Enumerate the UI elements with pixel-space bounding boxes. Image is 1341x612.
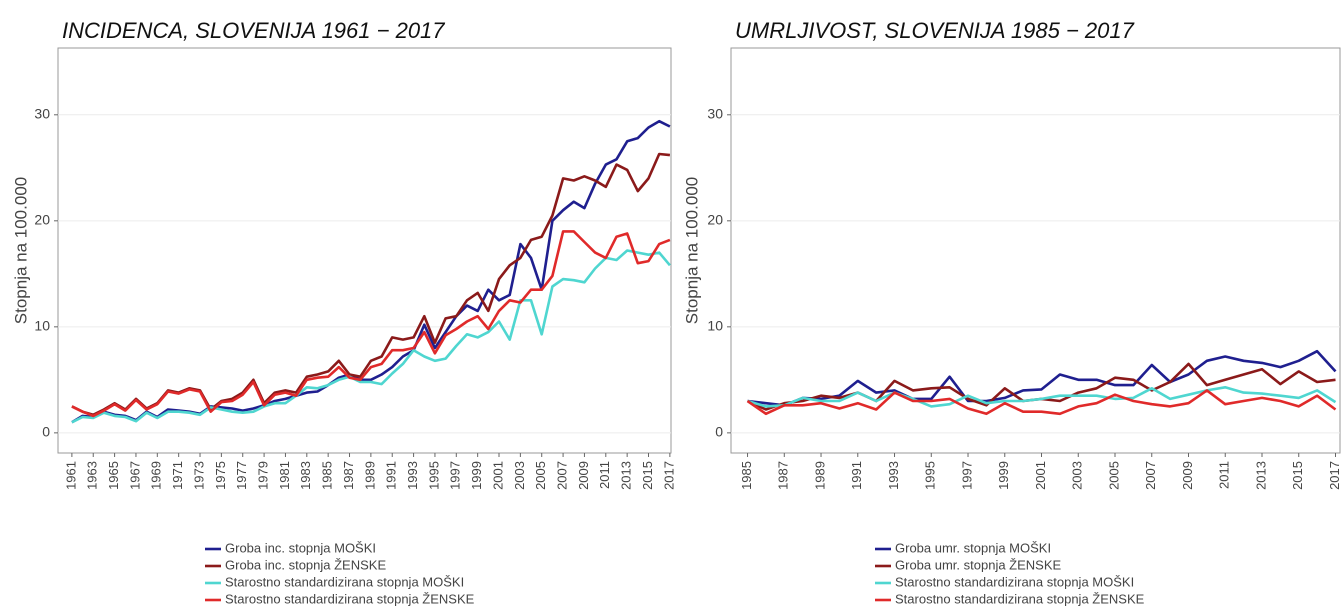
x-tick-label: 1971 xyxy=(170,461,185,490)
x-tick-label: 1973 xyxy=(191,461,206,490)
x-tick-label: 2005 xyxy=(533,461,548,490)
chart-title: INCIDENCA, SLOVENIJA 1961 − 2017 xyxy=(62,18,445,43)
x-tick-label: 1963 xyxy=(85,461,100,490)
x-tick-label: 1989 xyxy=(812,461,827,490)
x-tick-label: 2001 xyxy=(490,461,505,490)
y-axis-label: Stopnja na 100.000 xyxy=(11,177,30,324)
plot-area xyxy=(730,47,1341,454)
x-tick-label: 1975 xyxy=(213,461,228,490)
x-tick-label: 2003 xyxy=(1070,461,1085,490)
x-tick-label: 2009 xyxy=(1180,461,1195,490)
x-tick-label: 1977 xyxy=(234,461,249,490)
x-tick-label: 1993 xyxy=(886,461,901,490)
x-tick-label: 2017 xyxy=(661,461,676,490)
x-tick-label: 2011 xyxy=(1217,461,1232,489)
x-tick-label: 1979 xyxy=(256,461,271,490)
x-tick-label: 2007 xyxy=(1143,461,1158,490)
x-tick-label: 1985 xyxy=(320,461,335,490)
data-line xyxy=(71,230,671,418)
data-line xyxy=(71,119,671,424)
x-tick-label: 1991 xyxy=(384,461,399,490)
x-tick-label: 2001 xyxy=(1033,461,1048,490)
legend-label: Groba umr. stopnja MOŠKI xyxy=(895,540,1051,555)
x-tick-label: 1999 xyxy=(996,461,1011,490)
data-line xyxy=(71,249,671,424)
x-tick-label: 2003 xyxy=(512,461,527,490)
y-tick-label: 30 xyxy=(707,105,723,121)
legend-label: Starostno standardizirana stopnja ŽENSKE xyxy=(895,591,1145,606)
y-tick-label: 30 xyxy=(34,105,50,121)
legend-label: Starostno standardizirana stopnja MOŠKI xyxy=(225,574,464,589)
y-tick-label: 0 xyxy=(715,424,723,440)
x-tick-label: 1969 xyxy=(149,461,164,490)
x-tick-label: 1983 xyxy=(298,461,313,490)
legend-label: Groba umr. stopnja ŽENSKE xyxy=(895,557,1062,572)
x-tick-label: 1965 xyxy=(106,461,121,490)
y-tick-label: 10 xyxy=(707,318,723,334)
x-tick-label: 1985 xyxy=(739,461,754,490)
chart-title: UMRLJIVOST, SLOVENIJA 1985 − 2017 xyxy=(735,18,1135,43)
x-tick-label: 1995 xyxy=(426,461,441,490)
x-tick-label: 1987 xyxy=(776,461,791,490)
y-axis-label: Stopnja na 100.000 xyxy=(682,177,701,324)
x-tick-label: 2013 xyxy=(1253,461,1268,490)
x-tick-label: 1993 xyxy=(405,461,420,490)
x-tick-label: 1967 xyxy=(127,461,142,490)
x-tick-label: 2013 xyxy=(619,461,634,490)
x-tick-label: 2007 xyxy=(555,461,570,490)
data-line xyxy=(747,386,1337,408)
plot-area xyxy=(57,47,672,454)
x-tick-label: 1981 xyxy=(277,461,292,490)
x-tick-label: 2009 xyxy=(576,461,591,490)
x-tick-label: 1997 xyxy=(959,461,974,490)
x-tick-label: 2015 xyxy=(640,461,655,490)
x-tick-label: 2015 xyxy=(1290,461,1305,490)
x-tick-label: 1961 xyxy=(63,461,78,490)
y-tick-label: 20 xyxy=(707,212,723,228)
y-tick-label: 20 xyxy=(34,212,50,228)
legend-label: Groba inc. stopnja MOŠKI xyxy=(225,540,376,555)
x-tick-label: 2017 xyxy=(1327,461,1341,490)
data-line xyxy=(746,389,1337,416)
x-tick-label: 1991 xyxy=(849,461,864,490)
x-tick-label: 1987 xyxy=(341,461,356,490)
legend-label: Groba inc. stopnja ŽENSKE xyxy=(225,557,386,572)
x-tick-label: 1995 xyxy=(923,461,938,490)
y-tick-label: 10 xyxy=(34,318,50,334)
x-tick-label: 1989 xyxy=(362,461,377,490)
data-line xyxy=(747,349,1337,407)
x-tick-label: 1999 xyxy=(469,461,484,490)
legend-label: Starostno standardizirana stopnja ŽENSKE xyxy=(225,591,475,606)
x-tick-label: 2005 xyxy=(1106,461,1121,490)
legend-label: Starostno standardizirana stopnja MOŠKI xyxy=(895,574,1134,589)
x-tick-label: 2011 xyxy=(597,461,612,489)
x-tick-label: 1997 xyxy=(448,461,463,490)
y-tick-label: 0 xyxy=(42,424,50,440)
